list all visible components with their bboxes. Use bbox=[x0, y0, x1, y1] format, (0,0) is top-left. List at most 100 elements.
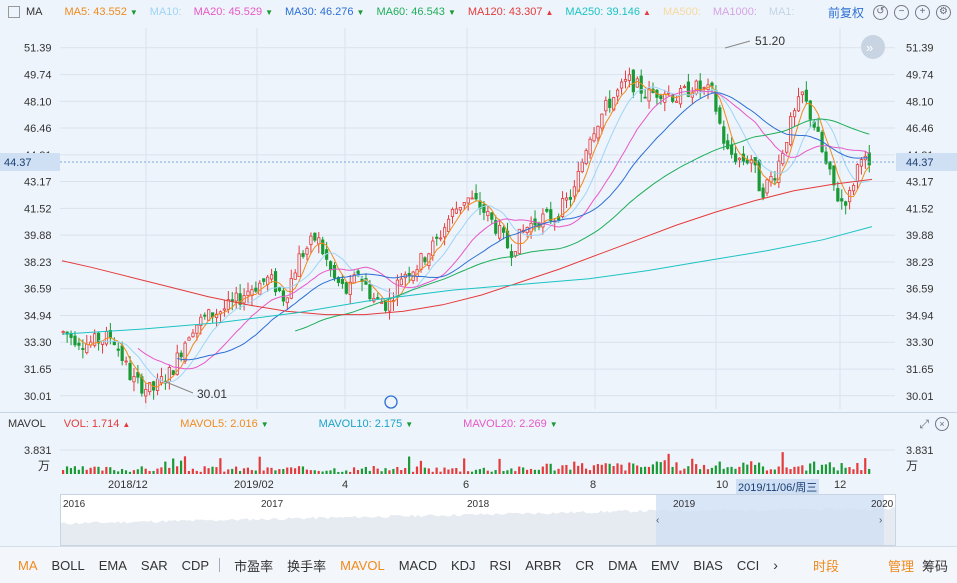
candle-body bbox=[733, 153, 738, 163]
candle-body bbox=[332, 264, 337, 279]
indicator-tab-cdp[interactable]: CDP bbox=[181, 557, 210, 573]
candle-body bbox=[501, 227, 506, 233]
volume-bar bbox=[643, 466, 647, 474]
volume-bar bbox=[109, 467, 112, 474]
vol-unit-right: 万 bbox=[906, 459, 918, 473]
volume-bar bbox=[604, 463, 607, 474]
indicator-tab-bias[interactable]: BIAS bbox=[693, 557, 723, 573]
candle-body bbox=[722, 126, 726, 144]
candle-body bbox=[836, 188, 840, 202]
indicator-tab-cr[interactable]: CR bbox=[575, 557, 595, 573]
candle-body bbox=[285, 297, 289, 304]
legend-item: MA20: 45.529 ▼ bbox=[193, 6, 274, 18]
candle-body bbox=[73, 335, 77, 346]
volume-bar bbox=[785, 467, 788, 474]
indicator-tab-换手率[interactable]: 换手率 bbox=[287, 558, 327, 574]
y-tick-left: 36.59 bbox=[24, 284, 52, 296]
volume-bar bbox=[152, 470, 155, 474]
volume-bar bbox=[616, 463, 619, 474]
candle-body bbox=[376, 297, 380, 299]
volume-bar bbox=[140, 466, 143, 474]
indicator-tab-sar[interactable]: SAR bbox=[140, 557, 168, 573]
volume-bar bbox=[608, 463, 611, 474]
legend-item: MAVOL20: 2.269 ▼ bbox=[463, 418, 558, 430]
high-price-label: 51.20 bbox=[755, 34, 785, 48]
candle-body bbox=[816, 126, 820, 132]
expand-right-icon[interactable] bbox=[861, 35, 885, 59]
indicator-tab-ma[interactable]: MA bbox=[18, 557, 38, 573]
candle-body bbox=[545, 208, 549, 212]
manage-button[interactable]: 管理 bbox=[888, 558, 915, 574]
indicator-tab-macd[interactable]: MACD bbox=[398, 557, 437, 573]
candle-body bbox=[132, 376, 136, 383]
volume-bar bbox=[128, 471, 132, 474]
reset-icon[interactable]: ↺ bbox=[873, 4, 888, 20]
volume-bar bbox=[168, 467, 171, 474]
y-tick-left: 38.23 bbox=[24, 257, 52, 269]
chip-button[interactable]: 筹码 bbox=[922, 558, 949, 574]
volume-bar bbox=[423, 467, 426, 474]
ma-line-ma250 bbox=[61, 226, 873, 335]
volume-bar bbox=[431, 471, 434, 474]
legend-item: MA5: 43.552 ▼ bbox=[64, 6, 138, 18]
volume-bar bbox=[333, 468, 336, 474]
volume-bar bbox=[187, 471, 191, 474]
volume-bar bbox=[309, 470, 312, 474]
period-button[interactable]: 时段 bbox=[813, 558, 840, 574]
indicator-tab-mavol[interactable]: MAVOL bbox=[340, 557, 385, 573]
volume-bar bbox=[258, 456, 261, 474]
candle-body bbox=[832, 165, 836, 186]
candle-body bbox=[572, 186, 576, 197]
candle-body bbox=[541, 213, 545, 228]
indicator-tab-rsi[interactable]: RSI bbox=[489, 557, 512, 573]
settings-icon[interactable]: ⚙ bbox=[936, 4, 951, 20]
zoom-out-icon[interactable]: − bbox=[894, 4, 909, 20]
more-indicators-icon[interactable]: › bbox=[773, 557, 778, 573]
candle-body bbox=[730, 144, 734, 155]
volume-bar bbox=[691, 458, 694, 474]
candle-body bbox=[321, 239, 325, 255]
y-tick-right: 30.01 bbox=[906, 391, 934, 403]
range-navigator[interactable]: 2016 2017 2018 2019 2020 ‹ › bbox=[60, 494, 896, 546]
price-chart[interactable]: 51.39 51.39 49.74 49.74 48.10 48.10 46.46 46.46… bbox=[0, 24, 957, 412]
indicator-tab-arbr[interactable]: ARBR bbox=[525, 557, 562, 573]
expand-icon[interactable]: ⤢ bbox=[919, 416, 929, 431]
candle-body bbox=[682, 86, 687, 89]
volume-bar bbox=[816, 470, 820, 474]
indicator-tab-dma[interactable]: DMA bbox=[608, 557, 638, 573]
volume-chart[interactable]: 3.831 万 3.831 万 bbox=[0, 434, 957, 476]
volume-bar bbox=[101, 470, 104, 474]
y-tick-left: 41.52 bbox=[24, 203, 52, 215]
indicator-tab-kdj[interactable]: KDJ bbox=[450, 557, 476, 573]
volume-bar bbox=[317, 470, 320, 474]
indicator-tab-cci[interactable]: CCI bbox=[736, 557, 760, 573]
volume-bar bbox=[647, 466, 651, 474]
candle-body bbox=[435, 236, 439, 239]
volume-bar bbox=[172, 458, 175, 474]
volume-bar bbox=[219, 458, 222, 474]
volume-bar bbox=[262, 470, 265, 474]
legend-item: MA1000: bbox=[712, 6, 757, 18]
indicator-tab-市盈率[interactable]: 市盈率 bbox=[234, 558, 274, 574]
volume-bar bbox=[246, 467, 250, 474]
candle-body bbox=[580, 161, 584, 173]
chart-menu-icon[interactable] bbox=[8, 6, 20, 18]
close-panel-icon[interactable]: × bbox=[935, 417, 949, 431]
candle-body bbox=[93, 333, 97, 346]
candle-body bbox=[195, 324, 199, 334]
volume-bar bbox=[557, 468, 560, 474]
candle-body bbox=[494, 220, 498, 234]
y-tick-right: 36.59 bbox=[906, 284, 934, 296]
volume-bar bbox=[667, 453, 670, 474]
zoom-in-icon[interactable]: + bbox=[915, 4, 930, 20]
indicator-tab-emv[interactable]: EMV bbox=[651, 557, 680, 573]
restore-mode-button[interactable]: 前复权 bbox=[828, 5, 865, 20]
indicator-tab-boll[interactable]: BOLL bbox=[51, 557, 85, 573]
volume-bar bbox=[702, 464, 706, 474]
x-tick: 4 bbox=[342, 479, 349, 491]
volume-bar bbox=[620, 464, 623, 474]
indicator-tab-ema[interactable]: EMA bbox=[98, 557, 127, 573]
x-tick: 6 bbox=[463, 479, 470, 491]
navigator-year: 2017 bbox=[261, 499, 284, 510]
svg-text:›: › bbox=[879, 515, 882, 526]
